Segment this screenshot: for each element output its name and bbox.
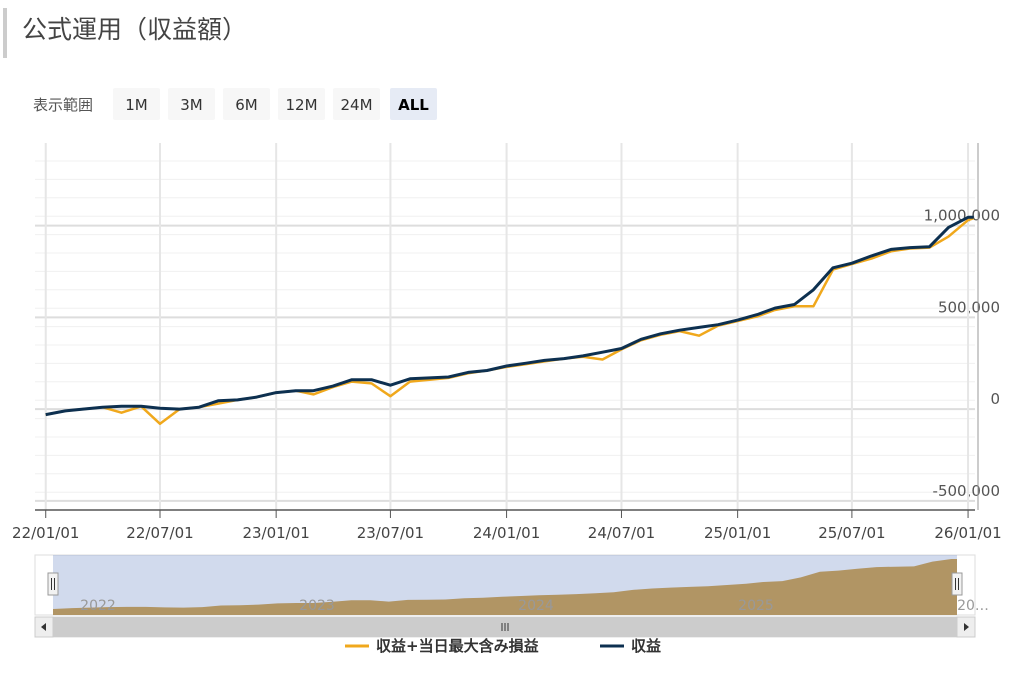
navigator-label: 2023 [299,598,335,614]
range-button[interactable] [333,88,380,120]
x-tick-label: 23/07/01 [357,524,424,542]
x-tick-label: 25/07/01 [818,524,885,542]
x-tick-label: 26/01/01 [934,524,1001,542]
navigator-handle[interactable] [951,572,963,596]
range-button-label[interactable]: 6M [235,96,258,114]
navigator-label: 2022 [80,598,116,614]
y-tick-label: 1,000,000 [924,207,1000,225]
range-button[interactable] [390,88,437,120]
x-tick-label: 22/07/01 [126,524,193,542]
range-button[interactable] [278,88,325,120]
title-bar [3,8,7,58]
range-button-label[interactable]: 12M [285,96,317,114]
x-tick-label: 22/01/01 [12,524,79,542]
navigator-label: 20… [957,598,989,614]
range-button-label[interactable]: 3M [180,96,203,114]
range-button-label[interactable]: 24M [340,96,372,114]
navigator-mask [53,555,957,615]
x-tick-label: 24/07/01 [588,524,655,542]
series-line [45,215,974,417]
navigator-handle[interactable] [47,572,59,596]
range-button[interactable] [223,88,270,120]
x-tick-label: 23/01/01 [242,524,309,542]
arrow [964,623,969,631]
range-button[interactable] [168,88,215,120]
arrow [41,623,46,631]
navigator-area [53,559,957,615]
series-line [45,217,975,426]
page-title: 公式運用（収益額） [22,15,247,44]
range-button-label[interactable]: 1M [125,96,148,114]
legend-label[interactable]: 収益 [631,637,661,655]
range-label: 表示範囲 [33,96,93,114]
x-tick-label: 25/01/01 [704,524,771,542]
range-button[interactable] [113,88,160,120]
x-tick-label: 24/01/01 [473,524,540,542]
navigator-label: 2025 [738,598,774,614]
y-tick-label: 0 [990,390,1000,408]
scrollbar-grip [501,623,509,631]
legend-label[interactable]: 収益+当日最大含み損益 [376,637,539,655]
range-button-label[interactable]: ALL [398,96,429,114]
navigator-label: 2024 [518,598,554,614]
y-tick-label: -500,000 [933,482,1000,500]
